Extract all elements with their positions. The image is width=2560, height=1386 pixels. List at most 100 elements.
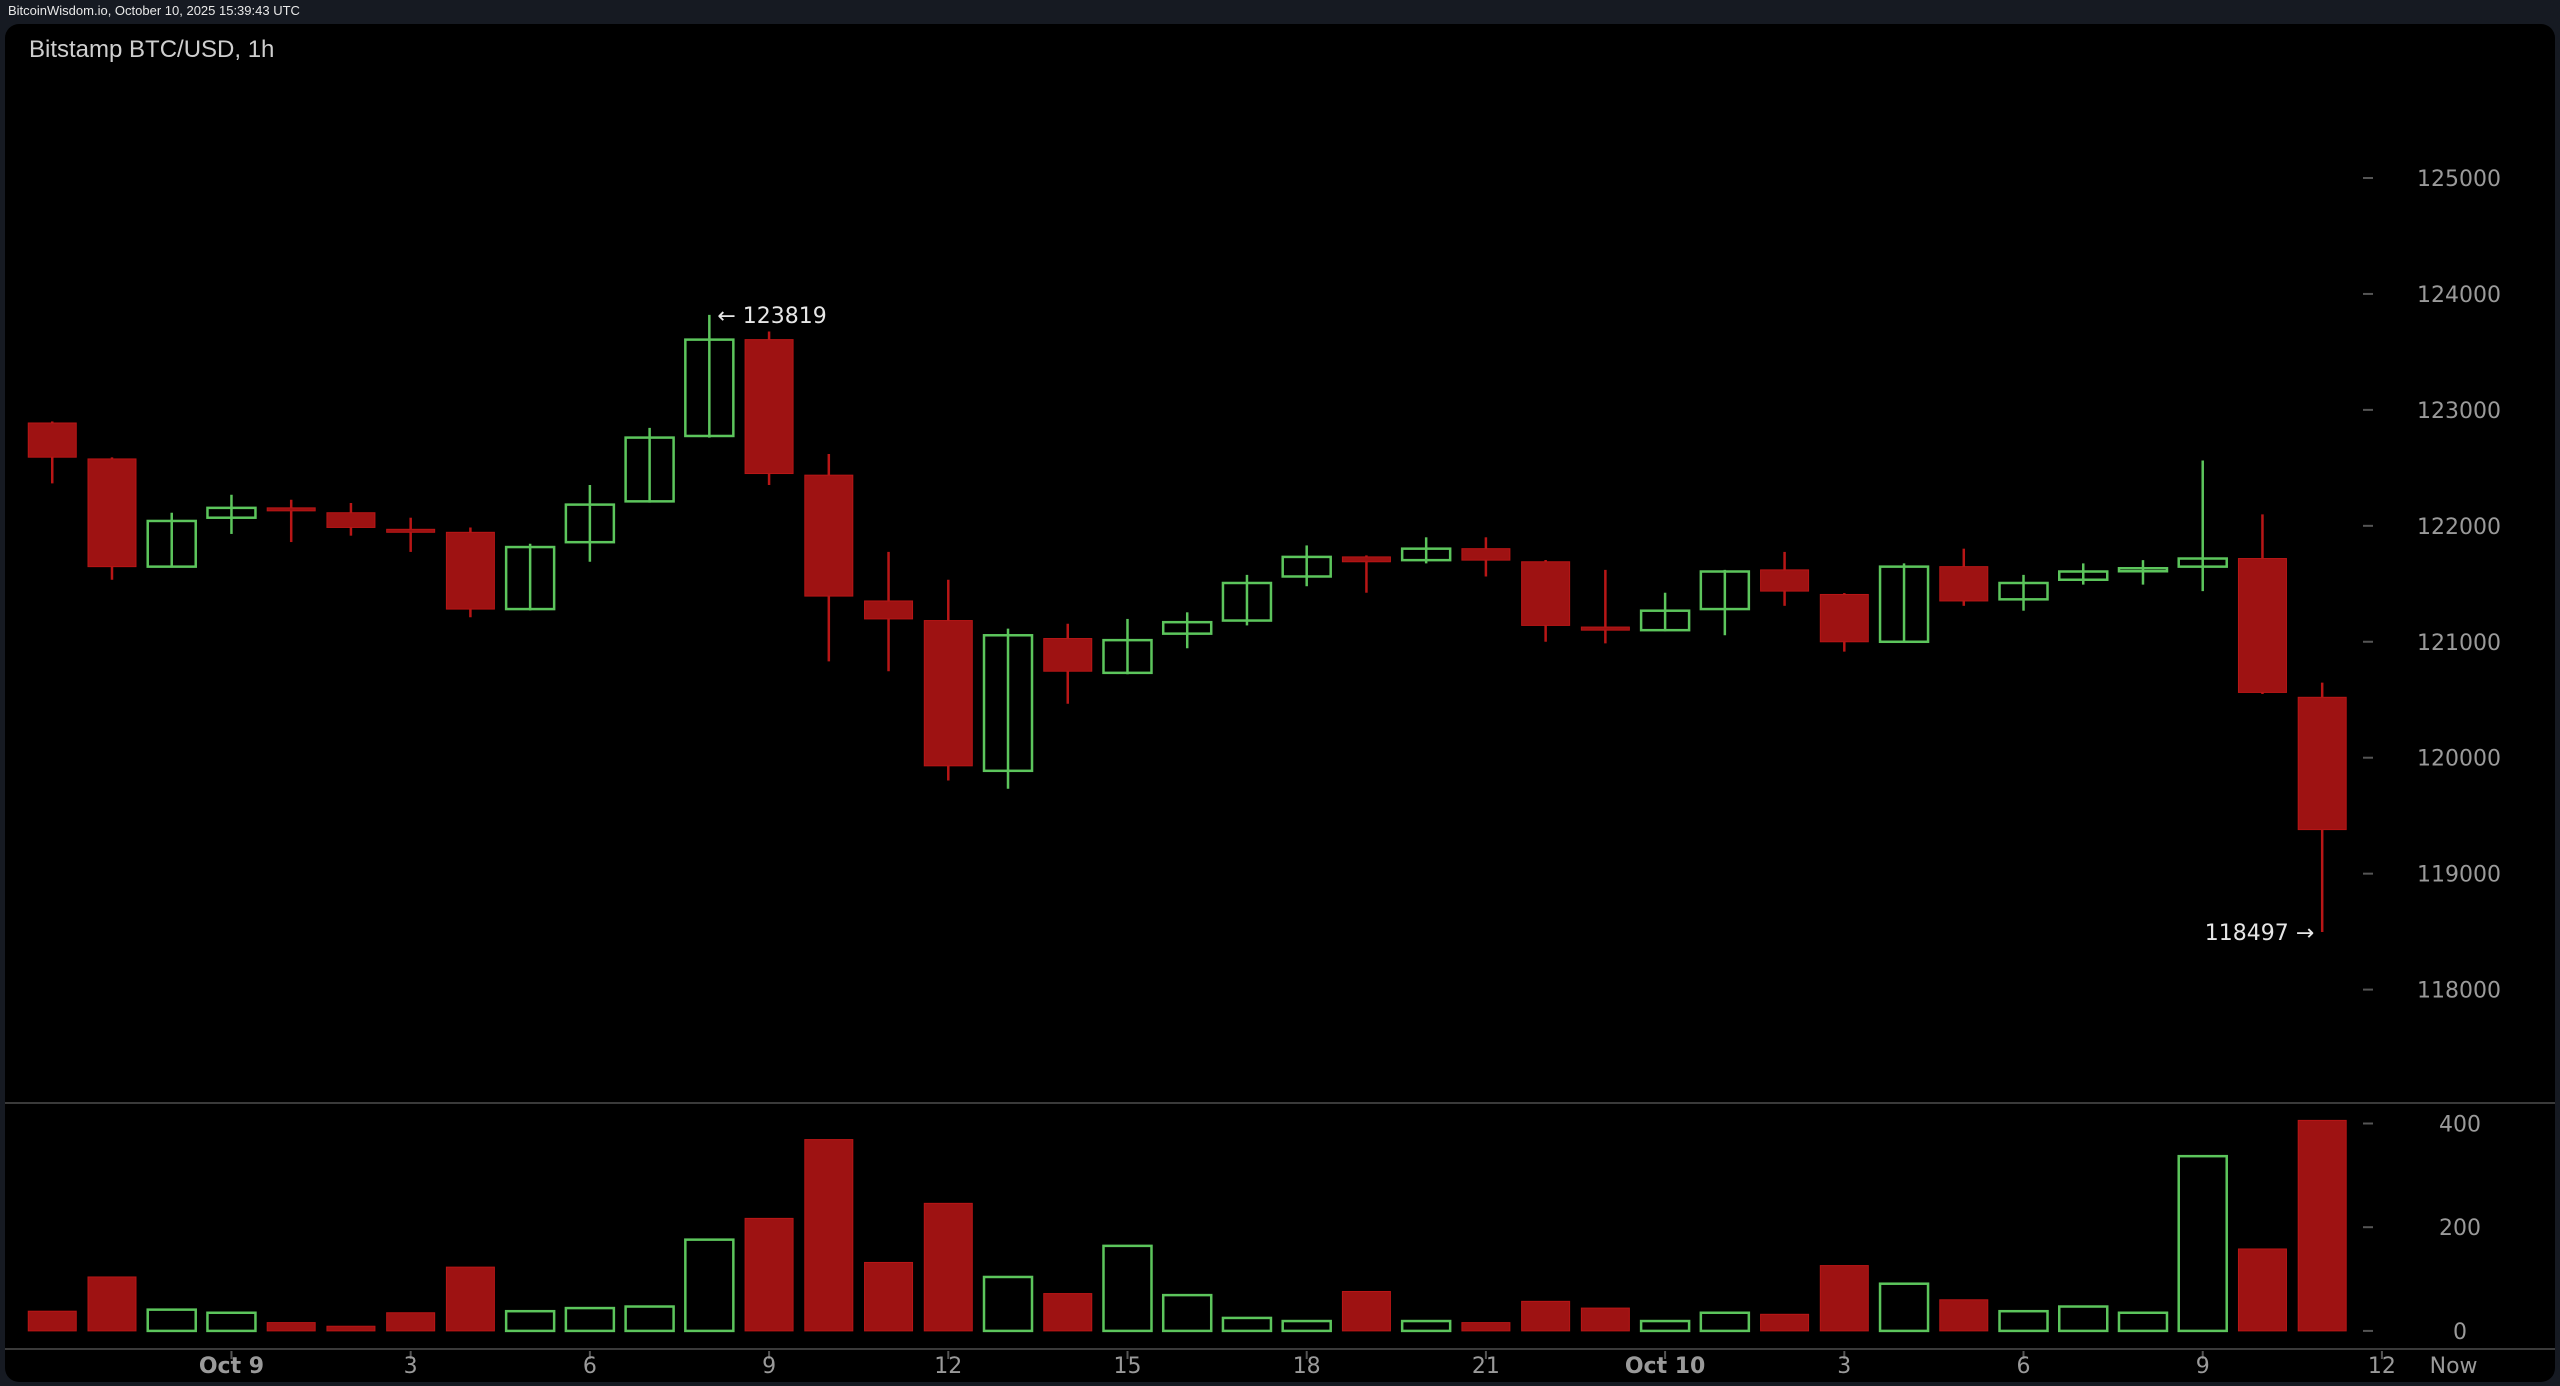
- candle-body: [624, 436, 675, 503]
- x-tick-label: 3: [1837, 1354, 1851, 1379]
- candle-body: [744, 339, 794, 475]
- candle: [2177, 460, 2228, 592]
- candle: [1043, 623, 1093, 704]
- candle-body: [2297, 696, 2347, 831]
- low-annotation: 118497 →: [2205, 921, 2314, 946]
- candle-body: [1400, 547, 1452, 562]
- volume-bar: [982, 1275, 1034, 1333]
- volume-bar: [206, 1311, 257, 1333]
- candle: [27, 421, 77, 484]
- price-tick-label: 125000: [2417, 167, 2501, 192]
- candle-body: [27, 422, 77, 458]
- candle: [684, 314, 735, 438]
- volume-bar: [1102, 1244, 1153, 1333]
- candle: [1461, 537, 1511, 577]
- price-tick-label: 122000: [2417, 515, 2501, 540]
- candle: [326, 502, 376, 536]
- volume-bar: [624, 1305, 675, 1333]
- volume-bar: [2058, 1305, 2109, 1333]
- price-tick-label: 121000: [2417, 631, 2501, 656]
- candle-body: [804, 474, 854, 597]
- x-tick-label: Oct 9: [199, 1354, 264, 1379]
- candle-body: [564, 503, 616, 544]
- x-tick-label: Oct 10: [1625, 1354, 1706, 1379]
- volume-bar: [864, 1261, 914, 1332]
- candle-body: [445, 531, 495, 610]
- x-tick-label: 9: [762, 1354, 776, 1379]
- candle: [1102, 618, 1153, 675]
- price-tick-label: 118000: [2417, 979, 2501, 1004]
- candle: [2058, 563, 2109, 585]
- candle: [2297, 682, 2347, 932]
- volume-tick-label: 200: [2439, 1216, 2481, 1241]
- volume-bar: [564, 1306, 616, 1333]
- x-tick-label: 12: [2368, 1354, 2396, 1379]
- x-tick-label: 9: [2196, 1354, 2210, 1379]
- candle-body: [2117, 567, 2169, 573]
- volume-bar: [1341, 1290, 1391, 1332]
- candle-body: [87, 458, 137, 568]
- volume-bar: [1998, 1309, 2049, 1333]
- candle: [1819, 593, 1869, 652]
- candle-body: [1939, 566, 1989, 602]
- volume-bar: [326, 1325, 376, 1332]
- candlestick-chart: 1180001190001200001210001220001230001240…: [5, 167, 2555, 1379]
- volume-bar: [1221, 1316, 1273, 1333]
- volume-bar: [1760, 1313, 1810, 1332]
- candle-body: [504, 545, 556, 611]
- volume-bar: [2117, 1311, 2169, 1333]
- volume-bar: [2297, 1119, 2347, 1332]
- candle: [564, 485, 616, 562]
- volume-bar: [386, 1312, 436, 1332]
- candle: [1341, 555, 1391, 593]
- x-tick-label: 6: [583, 1354, 597, 1379]
- candle-body: [1461, 548, 1511, 561]
- candle-body: [684, 338, 735, 438]
- price-tick-label: 124000: [2417, 283, 2501, 308]
- candle-body: [1819, 593, 1869, 643]
- candle: [982, 628, 1034, 789]
- volume-bar: [266, 1322, 316, 1332]
- price-tick-label: 119000: [2417, 863, 2501, 888]
- volume-bar: [27, 1310, 77, 1332]
- volume-tick-label: 0: [2453, 1320, 2467, 1345]
- candle: [1878, 563, 1930, 644]
- candle-body: [1878, 565, 1930, 644]
- volume-bar: [1161, 1293, 1213, 1333]
- candle: [146, 512, 197, 568]
- candle-body: [1102, 638, 1153, 675]
- volume-bar: [1878, 1282, 1930, 1333]
- candle: [386, 517, 436, 552]
- source-timestamp: BitcoinWisdom.io, October 10, 2025 15:39…: [8, 3, 300, 18]
- x-tick-label: 18: [1293, 1354, 1321, 1379]
- chart-panel: 118000 119000 120000 121000 122000 123000 1240…: [5, 24, 2555, 1382]
- candle: [1221, 574, 1273, 626]
- candle-body: [1161, 620, 1213, 635]
- candle: [206, 494, 257, 534]
- volume-bar: [1043, 1293, 1093, 1332]
- candle-body: [1341, 556, 1391, 563]
- x-tick-label: 21: [1472, 1354, 1500, 1379]
- candle-body: [2237, 558, 2287, 693]
- candle-body: [982, 634, 1034, 773]
- chart-title: Bitstamp BTC/USD, 1h: [29, 36, 275, 63]
- candle-body: [146, 519, 197, 568]
- candle: [1939, 548, 1989, 606]
- volume-bar: [1699, 1311, 1751, 1333]
- candle-body: [1043, 638, 1093, 672]
- candle: [87, 457, 137, 580]
- price-tick-label: 123000: [2417, 399, 2501, 424]
- volume-bar: [1281, 1319, 1332, 1333]
- candle: [2237, 514, 2287, 695]
- candle: [1760, 551, 1810, 606]
- volume-bar: [1639, 1319, 1691, 1333]
- volume-bar: [1400, 1319, 1452, 1333]
- candle-body: [1521, 561, 1571, 626]
- volume-bar: [804, 1139, 854, 1332]
- candle: [1161, 612, 1213, 649]
- volume-bar: [684, 1238, 735, 1333]
- x-tick-label: Now: [2430, 1354, 2478, 1379]
- candle: [744, 331, 794, 486]
- candle-body: [1281, 555, 1332, 578]
- candle: [804, 453, 854, 662]
